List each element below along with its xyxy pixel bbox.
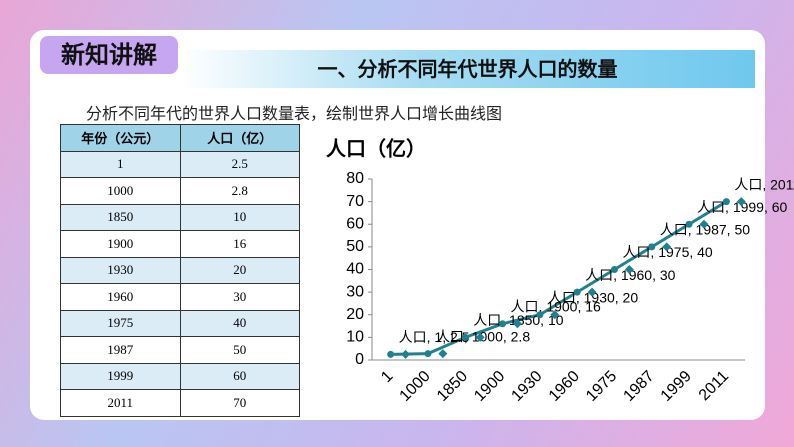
table-cell: 2011 [60,389,181,417]
scatter-marker [587,287,597,297]
data-label: 人口, 1975, 40 [622,244,712,260]
table-row: 1000 2.8 [60,177,300,205]
table-row: 1975 40 [60,309,300,337]
table-row: 2011 70 [60,389,300,417]
table-cell: 70 [179,389,300,417]
x-tick-label: 1850 [434,368,471,405]
line-point [648,243,656,251]
table-row: 1999 60 [60,362,300,390]
table-row: 1850 10 [60,203,300,231]
table-row: 1960 30 [60,283,300,311]
column-header: 人口（亿） [179,124,300,152]
data-label: 人口, 1900, 16 [511,299,601,315]
y-tick-label: 30 [346,283,364,300]
table-cell: 10 [179,203,300,231]
x-tick-label: 1960 [546,368,583,405]
line-point [499,320,507,328]
header-row: 年份（公元） 人口（亿） [60,124,300,152]
scatter-marker [401,349,411,359]
y-tick-label: 40 [346,261,364,278]
line-point [424,350,432,358]
table-cell: 40 [179,309,300,337]
data-label: 人口, 1999, 60 [697,199,787,215]
scatter-marker [438,349,448,359]
scatter-marker [662,242,672,252]
x-tick-label: 1975 [583,368,620,405]
line-point [573,288,581,296]
data-label: 人口, 1987, 50 [660,222,750,238]
line-point [610,266,618,273]
data-label: 人口, 1960, 30 [585,267,675,283]
column-header: 年份（公元） [60,124,181,152]
data-label: 人口, 1930, 20 [548,289,638,305]
y-tick-label: 0 [355,351,364,368]
table-cell: 2.5 [179,150,300,178]
y-tick-label: 20 [346,306,364,323]
line-point [536,311,544,319]
scatter-marker [699,219,709,229]
scatter-marker [624,265,634,274]
data-table: 年份（公元） 人口（亿） 1 2.5 1000 2.8 1850 10 1900 16 1930 20… [60,124,300,417]
table-cell: 1 [60,150,181,178]
table-row: 1930 20 [60,256,300,284]
x-tick-label: 1930 [508,368,545,405]
y-tick-label: 70 [346,193,364,210]
table-cell: 1900 [60,230,181,258]
table-cell: 1975 [60,309,181,337]
table-cell: 20 [179,256,300,284]
table-row: 1 2.5 [60,150,300,178]
x-tick-label: 1987 [620,368,657,405]
table-cell: 1987 [60,336,181,364]
line-point [722,198,730,206]
table-cell: 50 [179,336,300,364]
table-cell: 60 [179,362,300,390]
table-cell: 2.8 [179,177,300,205]
line-point [387,350,395,358]
line-point [461,333,469,341]
series-line [390,200,728,356]
instruction: 分析不同年代的世界人口数量表，绘制世界人口增长曲线图 [86,104,503,123]
table-cell: 1999 [60,362,181,390]
table-cell: 1960 [60,283,181,311]
x-tick-label: 2011 [696,368,732,404]
y-tick-label: 80 [346,170,364,187]
line-point [685,220,693,228]
x-tick-label: 1999 [658,368,695,405]
scatter-marker [736,197,746,207]
table-cell: 30 [179,283,300,311]
x-tick-label: 1000 [397,368,434,405]
section-title: 一、分析不同年代世界人口的数量 [180,50,755,88]
x-tick-label: 1900 [471,368,508,405]
y-tick-label: 10 [346,329,364,346]
y-tick-label: 60 [346,215,364,232]
table-cell: 1000 [60,177,181,205]
scatter-marker [475,332,485,342]
section-tag: 新知讲解 [40,36,178,74]
scatter-marker [512,319,522,329]
x-tick-label: 1 [378,368,396,386]
table-cell: 1850 [60,203,181,231]
table-row: 1987 50 [60,336,300,364]
data-label: 人口, 2011, 70 [734,176,794,192]
y-tick-label: 50 [346,238,364,255]
data-label: 人口, 1, 2.5 [399,329,470,345]
chart-title: 人口（亿） [326,136,426,160]
scatter-marker [550,310,560,320]
table-cell: 1930 [60,256,181,284]
